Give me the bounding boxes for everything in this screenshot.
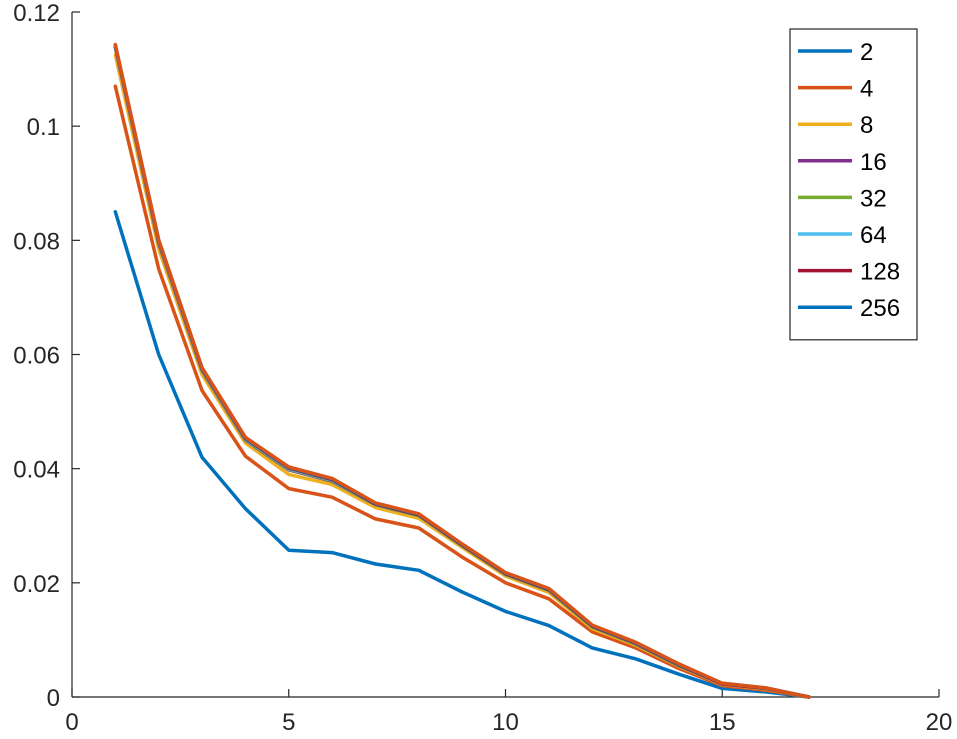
legend-label-16: 16 bbox=[860, 149, 887, 176]
y-tick-label: 0.12 bbox=[13, 0, 60, 27]
series-line-64 bbox=[113, 44, 811, 699]
legend-label-2: 2 bbox=[860, 39, 873, 66]
series-line-8 bbox=[113, 53, 811, 699]
legend-label-256: 256 bbox=[860, 295, 900, 322]
y-tick-label: 0.04 bbox=[13, 457, 60, 484]
legend-label-64: 64 bbox=[860, 222, 887, 249]
series-line-256 bbox=[113, 43, 811, 699]
x-tick-label: 0 bbox=[65, 709, 78, 736]
legend-box bbox=[789, 28, 918, 341]
legend-label-4: 4 bbox=[860, 76, 873, 103]
x-tick-label: 15 bbox=[709, 709, 736, 736]
y-tick-label: 0.08 bbox=[13, 228, 60, 255]
legend-label-8: 8 bbox=[860, 112, 873, 139]
x-tick-label: 10 bbox=[492, 709, 519, 736]
y-tick-label: 0 bbox=[47, 685, 60, 712]
series-layer bbox=[113, 42, 811, 699]
legend-label-32: 32 bbox=[860, 185, 887, 212]
y-tick-label: 0.02 bbox=[13, 571, 60, 598]
legend-label-128: 128 bbox=[860, 259, 900, 286]
x-tick-label: 5 bbox=[282, 709, 295, 736]
y-tick-label: 0.1 bbox=[27, 114, 60, 141]
series-line-4 bbox=[113, 84, 811, 699]
series-line-4-overlay bbox=[113, 42, 811, 699]
legend: 2 4 8 16 32 64 128 256 bbox=[789, 28, 918, 341]
series-line-16 bbox=[113, 45, 811, 699]
x-tick-label: 20 bbox=[926, 709, 953, 736]
series-line-2 bbox=[113, 210, 811, 699]
y-tick-label: 0.06 bbox=[13, 343, 60, 370]
series-line-32 bbox=[113, 45, 811, 699]
series-line-128 bbox=[113, 43, 811, 699]
axes: 0 5 10 15 20 0 0.02 0.04 0.06 0.08 0.1 0.12 bbox=[13, 0, 952, 736]
